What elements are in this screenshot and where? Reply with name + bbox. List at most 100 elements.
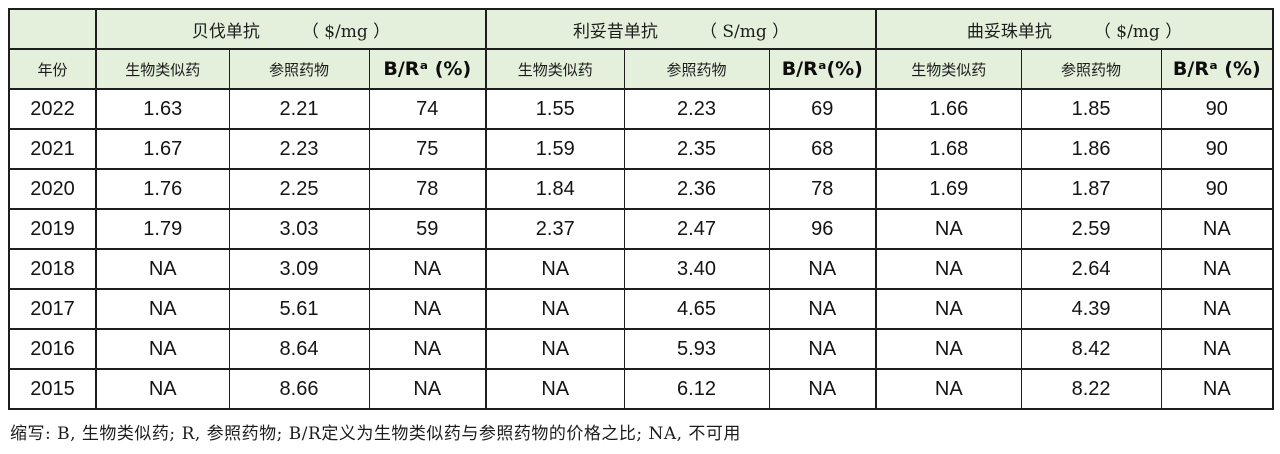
value-cell: NA: [485, 328, 625, 370]
value-cell: NA: [95, 288, 230, 330]
value-cell: 8.64: [228, 328, 370, 370]
year-column-header: 年份: [8, 48, 97, 90]
value-cell: 8.22: [1020, 368, 1162, 410]
value-cell: 96: [768, 208, 877, 250]
value-cell: 1.68: [875, 128, 1022, 170]
value-cell: 1.59: [485, 128, 625, 170]
value-cell: NA: [1160, 368, 1274, 410]
value-cell: NA: [875, 208, 1022, 250]
value-cell: 69: [768, 88, 877, 130]
value-cell: NA: [1160, 208, 1274, 250]
value-cell: 5.93: [623, 328, 770, 370]
sub-header-row: 年份 生物类似药 参照药物 B/Rᵃ (%) 生物类似药 参照药物 B/Rᵃ(%…: [8, 48, 1274, 90]
value-cell: 2.37: [485, 208, 625, 250]
table-row: 2019 1.79 3.03 59 2.37 2.47 96 NA 2.59 NA: [8, 208, 1274, 250]
value-cell: NA: [768, 328, 877, 370]
value-cell: NA: [368, 288, 487, 330]
value-cell: 1.79: [95, 208, 230, 250]
group-name: 曲妥珠单抗: [966, 21, 1052, 42]
year-cell: 2017: [8, 288, 97, 330]
group-name: 利妥昔单抗: [572, 21, 658, 42]
value-cell: 59: [368, 208, 487, 250]
value-cell: 1.69: [875, 168, 1022, 210]
value-cell: NA: [485, 288, 625, 330]
value-cell: NA: [875, 288, 1022, 330]
value-cell: 8.42: [1020, 328, 1162, 370]
value-cell: NA: [768, 248, 877, 290]
value-cell: 6.12: [623, 368, 770, 410]
value-cell: NA: [1160, 248, 1274, 290]
table-row: 2018 NA 3.09 NA NA 3.40 NA NA 2.64 NA: [8, 248, 1274, 290]
value-cell: NA: [1160, 328, 1274, 370]
table-row: 2020 1.76 2.25 78 1.84 2.36 78 1.69 1.87 90: [8, 168, 1274, 210]
value-cell: 3.40: [623, 248, 770, 290]
year-cell: 2021: [8, 128, 97, 170]
value-cell: 1.84: [485, 168, 625, 210]
biosimilar-column-header: 生物类似药: [875, 48, 1022, 90]
value-cell: 1.55: [485, 88, 625, 130]
group-header-rituximab: 利妥昔单抗 （ S/mg ）: [485, 8, 877, 50]
value-cell: 2.36: [623, 168, 770, 210]
value-cell: 1.85: [1020, 88, 1162, 130]
ratio-column-header: B/Rᵃ (%): [368, 48, 487, 90]
value-cell: 2.23: [228, 128, 370, 170]
table-row: 2021 1.67 2.23 75 1.59 2.35 68 1.68 1.86 90: [8, 128, 1274, 170]
value-cell: 2.35: [623, 128, 770, 170]
value-cell: 90: [1160, 88, 1274, 130]
page: 贝伐单抗 （ $/mg ） 利妥昔单抗 （ S/mg ） 曲妥珠单抗 （ $/m…: [8, 8, 1275, 444]
group-header-trastuzumab: 曲妥珠单抗 （ $/mg ）: [875, 8, 1274, 50]
value-cell: NA: [485, 368, 625, 410]
year-cell: 2022: [8, 88, 97, 130]
value-cell: 75: [368, 128, 487, 170]
value-cell: 2.47: [623, 208, 770, 250]
value-cell: 3.09: [228, 248, 370, 290]
ratio-column-header: B/Rᵃ(%): [768, 48, 877, 90]
value-cell: NA: [485, 248, 625, 290]
reference-column-header: 参照药物: [623, 48, 770, 90]
year-cell: 2016: [8, 328, 97, 370]
value-cell: 1.86: [1020, 128, 1162, 170]
value-cell: NA: [768, 368, 877, 410]
table-header: 贝伐单抗 （ $/mg ） 利妥昔单抗 （ S/mg ） 曲妥珠单抗 （ $/m…: [8, 8, 1274, 90]
group-unit: （ S/mg ）: [699, 21, 790, 42]
group-unit: （ $/mg ）: [1093, 21, 1183, 42]
table-row: 2016 NA 8.64 NA NA 5.93 NA NA 8.42 NA: [8, 328, 1274, 370]
value-cell: 4.39: [1020, 288, 1162, 330]
value-cell: NA: [95, 248, 230, 290]
table-row: 2022 1.63 2.21 74 1.55 2.23 69 1.66 1.85 90: [8, 88, 1274, 130]
table-row: 2017 NA 5.61 NA NA 4.65 NA NA 4.39 NA: [8, 288, 1274, 330]
value-cell: 5.61: [228, 288, 370, 330]
group-header-row: 贝伐单抗 （ $/mg ） 利妥昔单抗 （ S/mg ） 曲妥珠单抗 （ $/m…: [8, 8, 1274, 50]
year-cell: 2020: [8, 168, 97, 210]
value-cell: NA: [768, 288, 877, 330]
group-header-bevacizumab: 贝伐单抗 （ $/mg ）: [94, 8, 487, 50]
value-cell: 1.63: [95, 88, 230, 130]
value-cell: NA: [875, 248, 1022, 290]
table-body: 2022 1.63 2.21 74 1.55 2.23 69 1.66 1.85 90 2021 1.…: [8, 88, 1274, 410]
value-cell: NA: [875, 328, 1022, 370]
value-cell: 1.87: [1020, 168, 1162, 210]
value-cell: 78: [368, 168, 487, 210]
value-cell: 2.25: [228, 168, 370, 210]
value-cell: 4.65: [623, 288, 770, 330]
value-cell: 3.03: [228, 208, 370, 250]
value-cell: NA: [875, 368, 1022, 410]
year-cell: 2019: [8, 208, 97, 250]
value-cell: 1.76: [95, 168, 230, 210]
year-cell: 2015: [8, 368, 97, 410]
value-cell: 90: [1160, 128, 1274, 170]
value-cell: NA: [95, 368, 230, 410]
ratio-column-header: B/Rᵃ (%): [1160, 48, 1274, 90]
value-cell: 2.59: [1020, 208, 1162, 250]
reference-column-header: 参照药物: [228, 48, 370, 90]
value-cell: 68: [768, 128, 877, 170]
value-cell: 74: [368, 88, 487, 130]
group-unit: （ $/mg ）: [301, 21, 391, 42]
value-cell: 1.67: [95, 128, 230, 170]
value-cell: NA: [368, 328, 487, 370]
biosimilar-column-header: 生物类似药: [95, 48, 230, 90]
corner-cell: [8, 8, 97, 50]
reference-column-header: 参照药物: [1020, 48, 1162, 90]
biosimilar-column-header: 生物类似药: [485, 48, 625, 90]
table-row: 2015 NA 8.66 NA NA 6.12 NA NA 8.22 NA: [8, 368, 1274, 410]
